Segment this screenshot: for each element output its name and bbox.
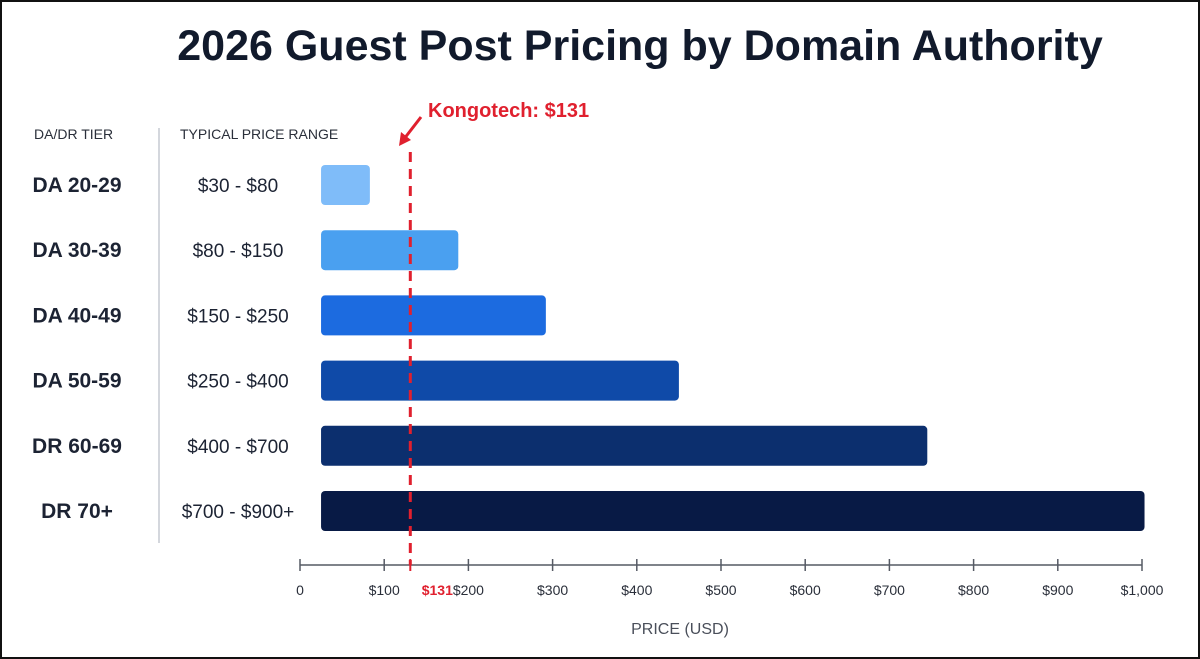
x-tick-label: $200 [453,582,484,598]
tier-label: DR 70+ [41,500,113,523]
tier-label: DA 40-49 [32,304,121,327]
range-column-header: TYPICAL PRICE RANGE [180,126,338,142]
x-tick-label: $400 [621,582,652,598]
range-label: $80 - $150 [193,241,284,262]
range-label: $400 - $700 [187,437,288,458]
tier-label: DR 60-69 [32,435,122,458]
marker-tick-label: $131 [422,582,453,598]
range-label: $250 - $400 [187,372,288,393]
price-bar [321,425,928,466]
range-label: $150 - $250 [187,306,288,327]
x-tick-label: $1,000 [1121,582,1164,598]
price-bar [321,360,679,401]
price-bar [321,295,546,336]
x-tick-label: $700 [874,582,905,598]
x-tick-label: $100 [369,582,400,598]
kongotech-marker: $131 Kongotech: $131 [399,100,589,598]
x-tick-label: $600 [790,582,821,598]
tier-label: DA 30-39 [32,239,121,262]
marker-arrow-head [399,132,411,146]
x-axis-label: PRICE (USD) [631,621,729,638]
price-bar [321,165,370,205]
range-label: $30 - $80 [198,176,278,197]
bar-rows: DA 20-29 $30 - $80 DA 30-39 $80 - $150 DA 40… [32,165,1145,531]
price-bar [321,230,459,271]
range-label: $700 - $900+ [182,502,295,523]
marker-arrow-shaft [402,116,423,140]
price-bar [321,491,1145,531]
tier-column-header: DA/DR TIER [34,126,113,142]
marker-annotation: Kongotech: $131 [428,100,589,122]
x-tick-label: $800 [958,582,989,598]
x-tick-label: $300 [537,582,568,598]
x-axis: 0 $100 $200 $300 $400 $500 $600 $700 $800 $900 $1,… [296,559,1164,598]
tier-label: DA 50-59 [32,370,121,393]
chart-title: 2026 Guest Post Pricing by Domain Author… [177,22,1103,70]
x-tick-label: $500 [705,582,736,598]
x-tick-label: $900 [1042,582,1073,598]
x-tick-label: 0 [296,582,304,598]
tier-label: DA 20-29 [32,174,121,197]
